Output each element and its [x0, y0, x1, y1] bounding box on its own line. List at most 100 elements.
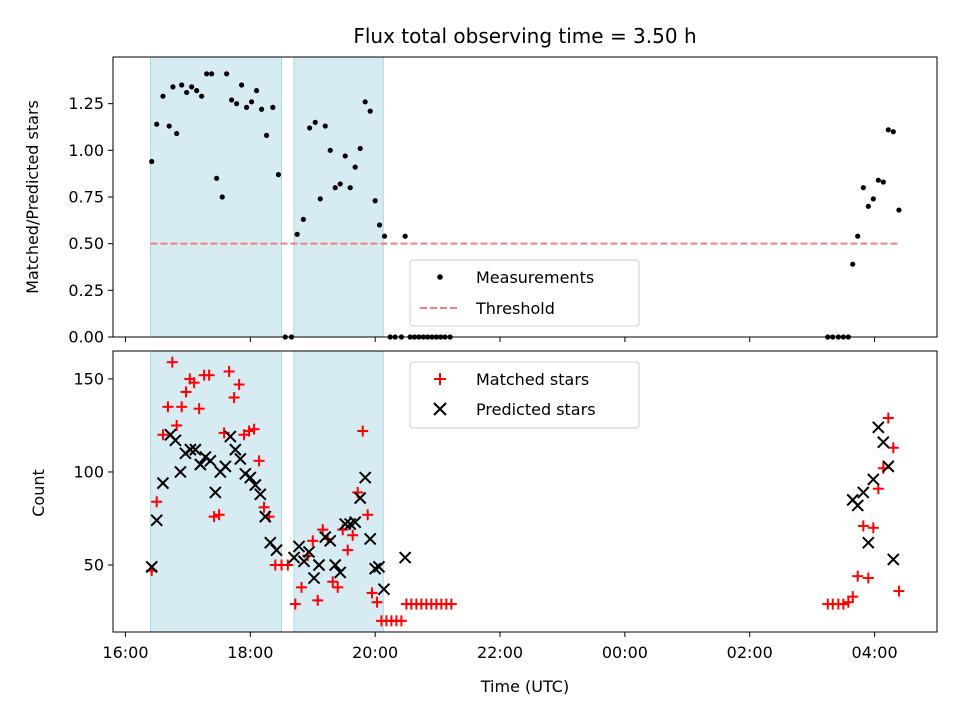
measurements-point [347, 185, 353, 191]
y-tick-label: 0.00 [68, 328, 104, 347]
predicted-stars-point [224, 430, 237, 443]
measurements-point [170, 84, 176, 90]
measurements-point [312, 119, 318, 125]
measurements-point [357, 145, 363, 152]
measurements-point [243, 104, 250, 110]
matched-stars-point [233, 378, 245, 390]
predicted-stars-point [234, 452, 247, 466]
predicted-stars-point [150, 514, 163, 527]
shaded-interval-1 [293, 56, 384, 338]
legend-threshold-label: Threshold [475, 299, 555, 318]
bottom-axes-frame [112, 350, 938, 633]
predicted-stars-point [270, 543, 283, 557]
predicted-stars-point [156, 476, 170, 490]
measurements-point [154, 121, 160, 127]
measurements-point [860, 185, 866, 191]
predicted-stars-point [302, 545, 316, 559]
matched-stars-point [882, 412, 894, 424]
legend-matched-marker [434, 373, 446, 385]
predicted-stars-point [882, 460, 895, 473]
matched-stars-point [867, 522, 879, 534]
predicted-stars-point [872, 421, 885, 434]
matched-stars-point [327, 576, 339, 588]
measurements-point [342, 153, 348, 159]
measurements-point [332, 185, 338, 191]
predicted-stars-point [145, 560, 158, 574]
measurements-point [880, 179, 886, 185]
matched-stars-point [837, 598, 849, 610]
bottom-xlabel: Time (UTC) [480, 677, 569, 696]
matched-stars-point [151, 496, 163, 508]
measurements-point [229, 97, 235, 103]
matched-stars-point [248, 423, 260, 435]
measurements-point [307, 125, 313, 131]
top-title: Flux total observing time = 3.50 h [353, 24, 696, 48]
matched-stars-point [395, 615, 407, 627]
predicted-stars-point [887, 553, 900, 566]
y-tick-label: 1.25 [68, 94, 104, 113]
matched-stars-point [371, 596, 383, 608]
predicted-stars-point [358, 471, 372, 484]
matched-stars-point [289, 598, 301, 610]
x-tick-label: 02:00 [727, 643, 773, 662]
measurements-point [248, 99, 255, 105]
predicted-stars-point [368, 562, 382, 575]
x-tick-label: 04:00 [852, 643, 898, 662]
bottom-axis-ticks: 50 100 150 16:00 18:00 20:00 22:00 00:00 02:00 04… [73, 369, 897, 662]
predicted-stars-point [857, 486, 870, 499]
measurements-point [300, 216, 306, 222]
measurements-point [160, 93, 166, 99]
x-tick-label: 18:00 [227, 643, 273, 662]
measurements-point [352, 164, 358, 170]
matched-stars-point [193, 403, 205, 415]
matched-stars-point [307, 535, 319, 547]
predicted-stars-point [324, 534, 337, 548]
predicted-stars-point [372, 560, 386, 574]
matched-stars-point [282, 559, 294, 571]
measurements-point [184, 89, 190, 96]
x-tick-label: 22:00 [477, 643, 523, 662]
predicted-stars-point [862, 536, 875, 549]
predicted-stars-point [353, 491, 367, 505]
measurements-point [372, 198, 378, 204]
predicted-stars-point [184, 443, 197, 456]
matched-stars-point [157, 429, 169, 441]
x-tick-label: 00:00 [602, 643, 648, 662]
matched-stars-point [847, 591, 859, 603]
measurements-point [204, 71, 210, 77]
measurements-point [194, 88, 200, 94]
measurements-point [870, 196, 876, 202]
matched-stars-point [203, 369, 215, 381]
matched-stars-point [258, 501, 270, 513]
predicted-stars-point [249, 478, 262, 492]
predicted-stars-point [307, 571, 321, 585]
matched-stars-point [357, 425, 369, 437]
measurements-point [322, 123, 328, 129]
y-tick-label: 150 [73, 369, 104, 388]
top-legend-box [409, 259, 640, 327]
bottom-marks [145, 356, 905, 627]
matched-stars-point [223, 365, 235, 377]
matched-stars-point [228, 392, 240, 404]
predicted-stars-point [334, 566, 347, 579]
measurements-point [214, 175, 220, 181]
predicted-stars-point [363, 532, 377, 546]
measurements-point [189, 84, 195, 90]
legend-predicted-label: Predicted stars [476, 400, 596, 419]
predicted-stars-point [377, 582, 391, 596]
predicted-stars-point [312, 558, 326, 572]
measurements-point [209, 71, 215, 77]
predicted-stars-point [204, 454, 217, 468]
predicted-stars-point [194, 458, 207, 471]
top-panel: 0.00 0.25 0.50 0.75 1.00 1.25 Flux total obse… [23, 24, 938, 347]
measurements-point [263, 132, 270, 138]
predicted-stars-point [259, 510, 272, 523]
matched-stars-point [243, 425, 255, 437]
measurements-point [199, 93, 205, 99]
measurements-point [337, 181, 343, 187]
predicted-stars-point [297, 555, 311, 568]
measurements-point [865, 203, 871, 209]
matched-stars-point [296, 581, 308, 593]
matched-stars-point [180, 386, 192, 398]
top-legend: Measurements Threshold [409, 259, 640, 327]
